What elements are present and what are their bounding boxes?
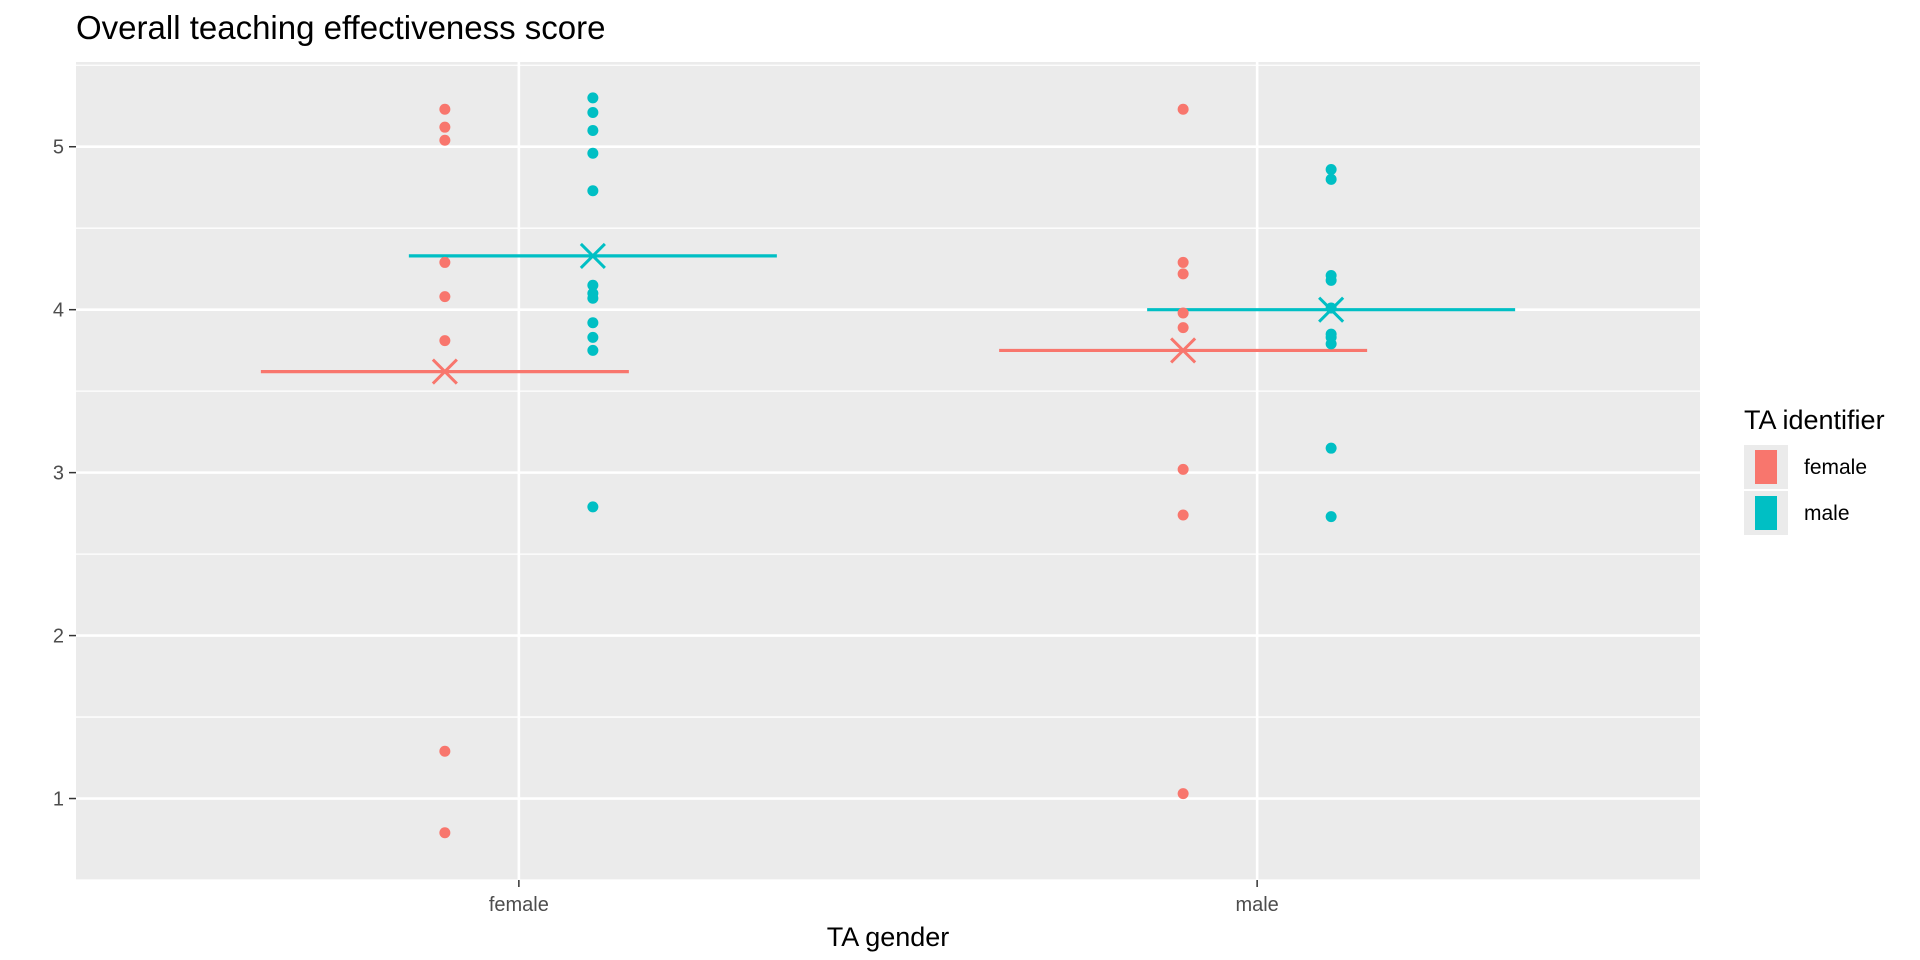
mean-marker xyxy=(579,242,606,269)
data-point xyxy=(1325,164,1337,176)
data-point xyxy=(1177,788,1189,800)
data-point xyxy=(1177,509,1189,521)
data-point xyxy=(1177,322,1189,334)
data-point xyxy=(587,185,599,197)
legend-swatch xyxy=(1755,496,1777,530)
y-tick-label: 3 xyxy=(53,463,64,485)
data-point xyxy=(587,92,599,104)
data-point xyxy=(587,331,599,343)
y-tick-label: 5 xyxy=(53,137,64,159)
data-point xyxy=(1325,302,1337,314)
data-point xyxy=(1177,268,1189,280)
data-point xyxy=(587,279,599,291)
x-axis-title: TA gender xyxy=(827,922,950,952)
data-point xyxy=(1177,256,1189,268)
data-point xyxy=(587,147,599,159)
y-tick-label: 2 xyxy=(53,626,64,648)
data-point xyxy=(1177,103,1189,115)
data-point xyxy=(1325,338,1337,350)
data-point xyxy=(587,317,599,329)
axis-layer: 1 2 3 4 5 female male xyxy=(53,137,1279,916)
data-point xyxy=(587,292,599,304)
data-point xyxy=(1325,173,1337,185)
mean-marker xyxy=(431,358,458,385)
data-point xyxy=(587,344,599,356)
data-point xyxy=(439,745,451,757)
data-point xyxy=(1325,511,1337,523)
legend: TA identifier female male xyxy=(1744,405,1885,535)
data-point xyxy=(1177,463,1189,475)
x-tick-label: female xyxy=(489,894,549,916)
data-point xyxy=(439,256,451,268)
data-point xyxy=(439,291,451,303)
data-point xyxy=(1325,442,1337,454)
plot-panel xyxy=(76,62,1700,880)
data-point xyxy=(587,107,599,119)
data-point xyxy=(439,103,451,115)
data-point xyxy=(439,134,451,146)
mean-marker xyxy=(1170,337,1197,364)
data-point xyxy=(439,121,451,133)
data-point xyxy=(439,827,451,839)
data-point xyxy=(1177,307,1189,319)
legend-label: female xyxy=(1804,456,1867,479)
data-point xyxy=(1325,274,1337,286)
point-layer xyxy=(439,92,1337,839)
y-tick-label: 1 xyxy=(53,789,64,811)
data-point xyxy=(587,124,599,136)
data-point xyxy=(587,501,599,513)
x-tick-label: male xyxy=(1235,894,1278,916)
legend-swatch xyxy=(1755,450,1777,484)
y-tick-label: 4 xyxy=(53,300,64,322)
legend-label: male xyxy=(1804,502,1850,525)
legend-title: TA identifier xyxy=(1744,405,1885,435)
legend-items: female male xyxy=(1744,445,1867,535)
chart-title: Overall teaching effectiveness score xyxy=(76,9,606,46)
data-point xyxy=(439,335,451,347)
